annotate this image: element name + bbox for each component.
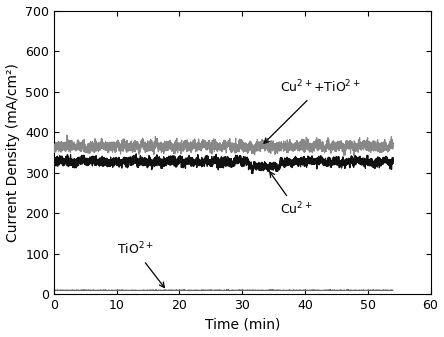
Y-axis label: Current Density (mA/cm²): Current Density (mA/cm²) <box>6 63 20 242</box>
Text: Cu$^{2+}$: Cu$^{2+}$ <box>270 172 312 217</box>
X-axis label: Time (min): Time (min) <box>205 317 280 332</box>
Text: TiO$^{2+}$: TiO$^{2+}$ <box>117 241 164 287</box>
Text: Cu$^{2+}$+TiO$^{2+}$: Cu$^{2+}$+TiO$^{2+}$ <box>264 79 361 143</box>
